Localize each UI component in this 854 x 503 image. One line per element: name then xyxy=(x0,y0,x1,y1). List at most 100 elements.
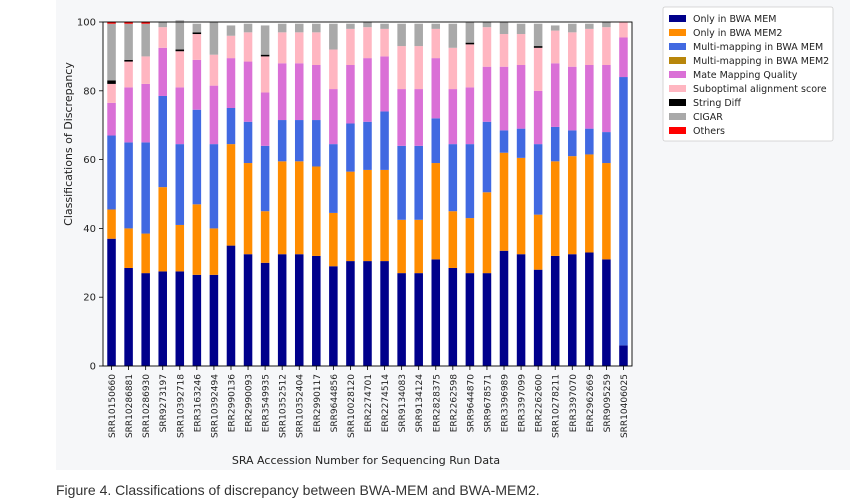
bar-segment xyxy=(533,46,543,48)
legend: Only in BWA MEM Only in BWA MEM2 Multi-map… xyxy=(662,6,834,142)
bar-segment xyxy=(465,44,475,88)
bar-segment xyxy=(397,273,406,366)
stacked-bar-chart: Classifications of Discrepancy SRA Acces… xyxy=(62,6,834,467)
bar-segment xyxy=(346,65,355,124)
legend-label: CIGAR xyxy=(693,112,723,123)
bar-segment xyxy=(175,51,185,88)
bar-segment xyxy=(414,219,423,274)
bar-segment xyxy=(602,22,611,28)
bars-group xyxy=(107,20,628,366)
bar-segment xyxy=(380,28,389,57)
bar-segment xyxy=(431,58,441,119)
bar-segment xyxy=(397,89,406,146)
bar-segment xyxy=(192,34,202,60)
bar-segment xyxy=(192,59,202,110)
bar-segment xyxy=(431,163,441,260)
bar-segment xyxy=(260,211,270,263)
bar-segment xyxy=(158,27,167,48)
bar-segment xyxy=(363,22,372,28)
bar-segment xyxy=(397,46,406,90)
bar-segment xyxy=(448,267,458,366)
legend-label: Only in BWA MEM xyxy=(693,14,776,25)
legend-swatch xyxy=(669,15,686,22)
bar-segment xyxy=(243,32,253,62)
bar-segment xyxy=(602,132,611,164)
bar-segment xyxy=(499,34,509,67)
legend-label: Multi-mapping in BWA MEM xyxy=(693,42,823,53)
x-tick-label: SRR10392718 xyxy=(176,374,186,438)
x-tick-label: ERR3397099 xyxy=(518,374,528,433)
bar-segment xyxy=(585,128,594,155)
bar-segment xyxy=(312,120,321,167)
bar-segment xyxy=(346,23,355,29)
bar-segment xyxy=(346,261,355,366)
x-tick-label: SRR10406025 xyxy=(620,374,630,438)
x-tick-label: SRR10028120 xyxy=(347,374,357,438)
legend-swatch xyxy=(669,127,686,134)
bar-segment xyxy=(141,142,150,234)
bar-segment xyxy=(448,23,458,48)
bar-segment xyxy=(363,27,372,59)
bar-segment xyxy=(533,90,543,145)
bar-segment xyxy=(619,22,628,38)
x-tick-label: ERR3549935 xyxy=(262,374,272,432)
bar-segment xyxy=(243,163,253,255)
bar-segment xyxy=(465,87,475,145)
bar-segment xyxy=(158,187,167,272)
bar-segment xyxy=(312,32,321,65)
bar-segment xyxy=(499,250,509,366)
bar-segment xyxy=(550,25,560,31)
bar-segment xyxy=(294,63,304,121)
legend-swatch xyxy=(669,43,686,50)
bar-segment xyxy=(141,22,150,24)
bar-segment xyxy=(141,273,150,366)
bar-segment xyxy=(550,126,560,162)
bar-segment xyxy=(124,267,133,366)
bar-segment xyxy=(329,266,338,366)
x-tick-label: SRR10352512 xyxy=(279,374,289,438)
bar-segment xyxy=(124,228,133,268)
bar-segment xyxy=(380,111,389,170)
bar-segment xyxy=(277,120,287,162)
bar-segment xyxy=(568,23,577,33)
bar-segment xyxy=(107,23,116,81)
bar-segment xyxy=(533,269,543,366)
bar-segment xyxy=(243,23,253,33)
bar-segment xyxy=(175,20,185,50)
bar-segment xyxy=(619,345,628,366)
y-tick-label: 20 xyxy=(83,293,96,304)
legend-swatch xyxy=(669,99,686,106)
bar-segment xyxy=(312,255,321,366)
bar-segment xyxy=(209,144,219,229)
legend-swatch xyxy=(669,57,686,64)
x-tick-label: SRR10286881 xyxy=(125,374,135,438)
axes-group: SRR10150660 SRR10286881 SRR10286930 SRR9273… xyxy=(77,18,633,438)
bar-segment xyxy=(482,22,492,28)
legend-swatch xyxy=(669,71,686,78)
bar-segment xyxy=(585,252,594,366)
bar-segment xyxy=(346,123,355,172)
bar-segment xyxy=(175,49,185,52)
bar-segment xyxy=(277,63,287,121)
bar-segment xyxy=(107,80,116,84)
bar-segment xyxy=(550,255,560,366)
bar-segment xyxy=(209,22,219,55)
bar-segment xyxy=(294,32,304,64)
legend-label: String Diff xyxy=(693,98,741,109)
bar-segment xyxy=(226,58,236,108)
bar-segment xyxy=(568,156,577,255)
x-tick-label: SRR10278211 xyxy=(552,374,562,438)
bar-segment xyxy=(141,23,150,57)
bar-segment xyxy=(380,169,389,262)
y-tick-label: 40 xyxy=(83,224,96,235)
bar-segment xyxy=(260,56,270,93)
bar-segment xyxy=(141,56,150,84)
bar-segment xyxy=(516,128,526,158)
bar-segment xyxy=(158,271,167,366)
bar-segment xyxy=(448,144,458,212)
legend-label: Others xyxy=(693,126,725,137)
bar-segment xyxy=(533,144,543,215)
x-axis-label: SRA Accession Number for Sequencing Run … xyxy=(232,454,500,467)
x-tick-label: ERR2274514 xyxy=(381,374,391,433)
bar-segment xyxy=(226,108,236,145)
